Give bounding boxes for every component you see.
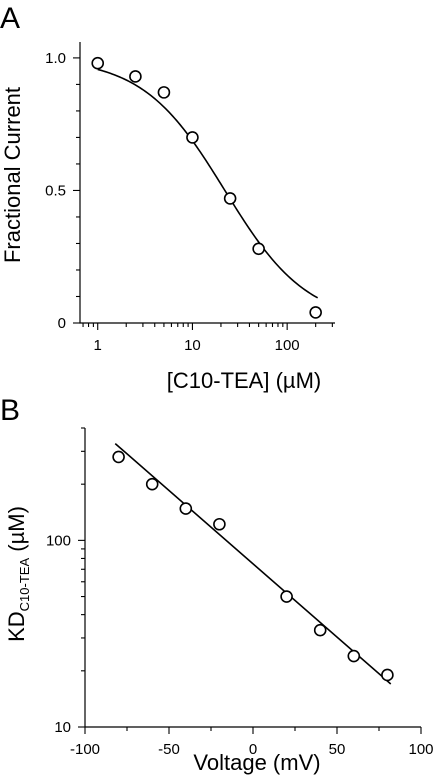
panel-a-data-point	[252, 242, 265, 256]
panel-b-data-point	[313, 623, 327, 637]
panel-a-y-axis-title: Fractional Current	[0, 87, 25, 263]
panel-b-x-tick-label: 100	[408, 741, 433, 758]
panel-b-fit-line	[114, 442, 392, 685]
panel-b-x-tick-label: -100	[70, 741, 100, 758]
panel-a-x-tick-label: 1	[94, 337, 102, 354]
panel-b-points	[112, 450, 394, 682]
panel-b-y-axis-title-main: KD	[4, 611, 29, 642]
panel-b-y-tick-label: 10	[54, 719, 71, 736]
panel-b-data-point	[280, 590, 293, 603]
panel-b-y-axis-title-unit: (µM)	[4, 506, 29, 552]
panel-b-data-point	[213, 517, 226, 531]
panel-b-x-axis-title: Voltage (mV)	[193, 750, 320, 775]
panel-a-y-tick-label: 0	[58, 315, 66, 332]
panel-b-y-axis-title: KDC10-TEA (µM)	[4, 506, 32, 642]
panel-b-x-tick-label: -50	[158, 741, 180, 758]
panel-b-axis-frame	[84, 428, 421, 728]
panel-a-x-tick-label: 100	[275, 337, 300, 354]
panel-a-data-point	[129, 70, 142, 83]
panel-a-axis-frame	[79, 42, 335, 324]
panel-b-data-point	[112, 450, 125, 464]
panel-a-axes: 1 10 100 0 0.5 1.0	[45, 42, 335, 354]
panel-a-data-point	[91, 56, 105, 70]
panel-b-fit	[114, 442, 392, 685]
panel-b-data-point	[179, 502, 193, 515]
panel-a-data-point	[223, 192, 237, 205]
panel-a-y-tick-label: 0.5	[45, 182, 66, 199]
panel-a-x-tick-label: 10	[184, 337, 201, 354]
panel-b-y-axis-title-sub: C10-TEA	[17, 558, 32, 612]
panel-a-points	[91, 56, 322, 319]
panel-b-data-point	[381, 668, 394, 682]
panel-a-data-point	[157, 86, 171, 99]
panel-a-fit-curve	[97, 68, 319, 299]
panel-a-data-point	[309, 306, 322, 319]
panel-b-x-tick-label: 50	[329, 741, 346, 758]
panel-b-axes: -100 -50 0 50 100 10 100	[46, 427, 433, 758]
panel-b-data-point	[145, 477, 159, 491]
panel-b-data-point	[347, 649, 361, 663]
panel-a-x-axis-title: [C10-TEA] (µM)	[167, 368, 321, 393]
panel-letter-b: B	[0, 394, 20, 427]
panel-a-data-point	[186, 131, 199, 144]
panel-a-fit	[97, 68, 319, 299]
panel-a-y-tick-label: 1.0	[45, 50, 66, 67]
panel-a: A Fractional Current [C10-TEA] (µM) 1 10 1…	[0, 2, 335, 393]
panel-letter-a: A	[0, 2, 20, 35]
panel-b-x-tick-label: 0	[249, 741, 257, 758]
panel-b: B KDC10-TEA (µM) Voltage (mV) -100 -50 0 50…	[0, 394, 433, 775]
panel-b-y-tick-label: 100	[46, 532, 71, 549]
